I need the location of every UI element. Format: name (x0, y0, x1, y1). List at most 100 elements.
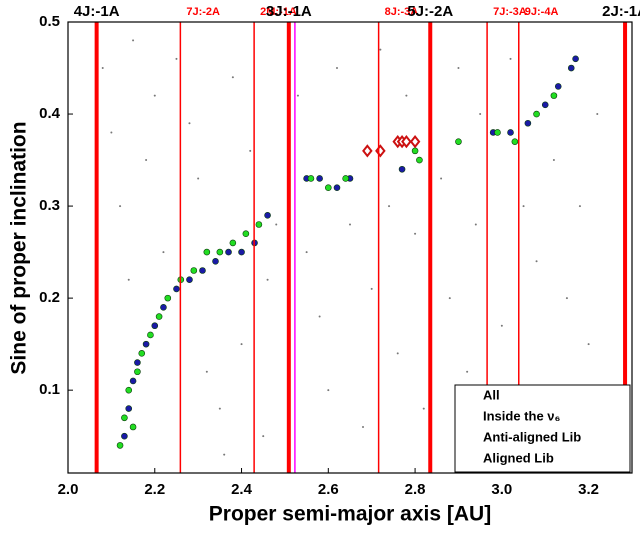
point (212, 258, 219, 265)
frame (67, 21, 633, 474)
point (370, 287, 373, 290)
x-tick-label: 3.2 (578, 481, 599, 498)
legend-label: All (483, 387, 500, 402)
point (142, 340, 150, 348)
point (255, 221, 263, 228)
point (188, 122, 191, 125)
point (500, 324, 503, 327)
point (411, 147, 419, 155)
x-tick-label: 2.2 (144, 481, 165, 498)
point (522, 205, 525, 208)
point (342, 175, 349, 182)
resonance-label: 2J:-1A (602, 3, 640, 20)
point (457, 67, 460, 70)
y-tick-label: 0.4 (39, 105, 61, 122)
point (362, 425, 365, 428)
x-tick-label: 2.6 (318, 481, 339, 498)
point (533, 110, 540, 118)
point (238, 248, 245, 256)
point (125, 405, 133, 412)
x-axis-label: Proper semi-major axis [AU] (209, 503, 491, 526)
point (335, 67, 338, 70)
point (416, 156, 423, 164)
resonance-label: 3J:-1A (266, 3, 312, 20)
point (264, 211, 271, 219)
y-tick-label: 0.2 (39, 289, 60, 306)
point (125, 386, 133, 394)
point (567, 64, 575, 72)
point (572, 55, 579, 63)
x-tick-label: 2.0 (58, 481, 79, 498)
point (225, 248, 232, 256)
point (535, 260, 538, 263)
point (524, 119, 532, 127)
resonance-label: 7J:-3A (493, 6, 527, 18)
point (119, 205, 122, 208)
point (190, 267, 198, 274)
point (129, 377, 137, 385)
x-tick-label: 2.8 (405, 481, 426, 498)
point (151, 322, 159, 330)
point (422, 407, 425, 410)
point (275, 223, 278, 226)
legend-label: Inside the ν₆ (483, 408, 561, 423)
point (541, 101, 549, 109)
point (129, 423, 137, 431)
y-axis-label: Sine of proper inclination (8, 121, 31, 374)
point (578, 205, 581, 208)
point (121, 414, 128, 422)
point (318, 315, 321, 318)
point (507, 129, 514, 136)
point (173, 285, 180, 293)
point (455, 138, 462, 145)
point (479, 113, 482, 116)
point (349, 223, 351, 226)
point (587, 343, 590, 346)
point (175, 57, 178, 60)
point (216, 248, 224, 256)
point (552, 159, 555, 162)
point (448, 297, 451, 300)
point (116, 442, 124, 449)
point (147, 331, 154, 339)
point (379, 48, 382, 51)
y-tick-label: 0.1 (39, 381, 60, 398)
point (249, 149, 252, 152)
point (101, 67, 104, 70)
point (218, 407, 221, 410)
point (333, 184, 341, 191)
resonance-label: 2M:-1A (260, 6, 297, 18)
point (316, 175, 323, 182)
point (160, 304, 167, 311)
resonance-label: 7J:-2A (186, 6, 220, 18)
point (296, 94, 299, 97)
resonance-label: 4J:-1A (74, 3, 120, 20)
point (596, 113, 599, 116)
point (405, 94, 408, 97)
resonance-label: 8J:-3A (385, 6, 419, 18)
point (134, 368, 141, 376)
point (362, 144, 373, 158)
point (110, 131, 113, 134)
point (231, 76, 234, 79)
point (494, 129, 501, 136)
point (375, 144, 386, 158)
point (509, 57, 512, 60)
point (138, 350, 146, 357)
point (305, 251, 308, 254)
point (565, 297, 568, 300)
point (396, 352, 399, 355)
point (155, 313, 163, 320)
x-tick-label: 2.4 (231, 481, 253, 498)
point (262, 435, 265, 438)
point (466, 370, 469, 373)
point (186, 276, 193, 284)
legend-box (454, 384, 631, 473)
point (440, 177, 443, 180)
point (550, 92, 558, 99)
point (511, 138, 519, 145)
point (205, 370, 208, 373)
point (134, 359, 141, 366)
point (307, 175, 315, 182)
